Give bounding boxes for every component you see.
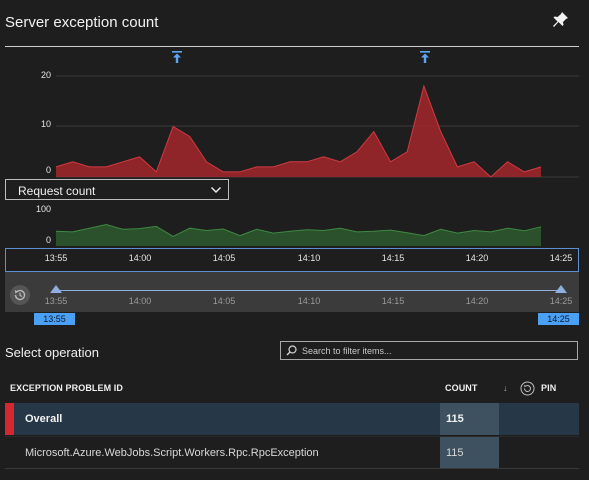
request-series-area[interactable]: [56, 224, 541, 247]
chevron-down-icon: [211, 187, 221, 193]
operation-count: 115: [446, 447, 464, 459]
selection-accent: [5, 403, 14, 435]
brush-tick-label: 14:15: [381, 296, 405, 306]
operation-name: Microsoft.Azure.WebJobs.Script.Workers.R…: [25, 447, 319, 459]
deployment-marker-icon[interactable]: [419, 51, 431, 63]
y-tick-label: 0: [45, 165, 51, 175]
brush-tick-label: 14:20: [465, 296, 489, 306]
y-tick-label: 0: [45, 235, 51, 245]
range-start-handle[interactable]: [50, 285, 62, 295]
brush-tick-label: 13:55: [44, 296, 68, 306]
column-header-pin[interactable]: PIN: [541, 383, 557, 393]
range-end-flag[interactable]: 14:25: [538, 313, 579, 325]
brush-range-line: [56, 290, 561, 291]
request-series-line: [55, 223, 542, 237]
deployment-marker-icon[interactable]: [171, 51, 183, 63]
sort-descending-icon[interactable]: ↓: [503, 383, 508, 393]
operation-count: 115: [446, 413, 464, 425]
y-tick-label: 10: [40, 119, 51, 129]
time-tick-label: 14:15: [381, 253, 405, 263]
search-icon: [286, 345, 297, 356]
brush-tick-label: 14:00: [128, 296, 152, 306]
time-tick-label: 14:20: [465, 253, 489, 263]
metric-dropdown-label: Request count: [18, 184, 96, 198]
section-title: Select operation: [5, 345, 99, 360]
count-cell: [440, 403, 499, 435]
table-row[interactable]: Microsoft.Azure.WebJobs.Script.Workers.R…: [5, 436, 579, 469]
time-range-brush[interactable]: [5, 272, 579, 312]
title-divider: [5, 46, 579, 47]
search-box[interactable]: [280, 341, 578, 360]
pin-icon[interactable]: [550, 10, 570, 30]
chart-canvas[interactable]: [0, 0, 589, 260]
exception-series-line: [55, 84, 542, 178]
y-tick-label: 20: [40, 70, 51, 80]
range-end-handle[interactable]: [555, 285, 567, 295]
time-tick-label: 14:00: [128, 253, 152, 263]
time-tick-label: 14:05: [212, 253, 236, 263]
column-header-count[interactable]: COUNT: [445, 383, 478, 393]
count-cell: [440, 437, 499, 468]
column-header-id[interactable]: EXCEPTION PROBLEM ID: [10, 383, 124, 393]
exception-series-area[interactable]: [56, 86, 541, 177]
operation-name: Overall: [25, 413, 63, 425]
time-axis[interactable]: [5, 248, 579, 272]
time-tick-label: 14:25: [549, 253, 573, 263]
chart-title: Server exception count: [5, 14, 159, 31]
search-input[interactable]: [302, 343, 562, 358]
reset-pin-icon[interactable]: [520, 381, 535, 396]
reset-zoom-icon[interactable]: [9, 284, 31, 306]
brush-tick-label: 14:05: [212, 296, 236, 306]
y-tick-label: 100: [35, 204, 51, 214]
brush-tick-label: 14:10: [297, 296, 321, 306]
range-start-flag[interactable]: 13:55: [34, 313, 75, 325]
time-tick-label: 13:55: [44, 253, 68, 263]
brush-tick-label: 14:25: [549, 296, 573, 306]
time-tick-label: 14:10: [297, 253, 321, 263]
metric-dropdown[interactable]: Request count: [5, 179, 229, 200]
table-row-selected[interactable]: Overall 115: [5, 403, 579, 435]
